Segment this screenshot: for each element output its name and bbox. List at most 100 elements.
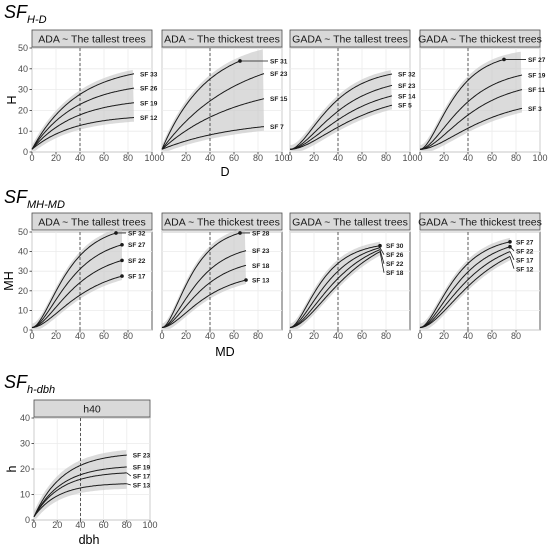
series-line: [419, 89, 523, 150]
facet-panel: ADA ~ The thickest trees SF 31 SF 23 SF 15 S…: [159, 29, 290, 163]
facet-strip-title: ADA ~ The thickest trees: [164, 217, 280, 229]
series-label: SF 31: [270, 58, 288, 65]
data-cloud-band: [420, 237, 510, 329]
data-cloud-band: [162, 49, 264, 152]
x-tick-label: 60: [357, 331, 367, 341]
series-line: [161, 250, 247, 328]
series-line: [419, 246, 511, 328]
x-tick-label: 40: [463, 153, 473, 163]
series-line: [289, 251, 381, 328]
series-line: [161, 279, 247, 328]
y-axis-title: h: [5, 465, 19, 472]
series-label: SF 12: [140, 115, 158, 122]
series-line: [161, 264, 247, 328]
x-tick-label: 0: [287, 331, 292, 341]
facet-strip-title: GADA ~ The thickest trees: [418, 34, 542, 46]
x-tick-label: 20: [51, 331, 61, 341]
x-tick-label: 20: [181, 153, 191, 163]
facet-strip-title: ADA ~ The tallest trees: [38, 34, 146, 46]
series-label: SF 27: [528, 57, 546, 64]
data-cloud-band: [32, 69, 134, 151]
section-title-subscript: MH-MD: [27, 199, 65, 211]
label-leader-line: [509, 251, 515, 260]
series-label: SF 23: [133, 453, 151, 460]
series-line: [289, 84, 393, 150]
series-line: [33, 472, 127, 517]
series-line: [31, 244, 123, 328]
facet-strip-title: GADA ~ The tallest trees: [292, 34, 408, 46]
section-title-subscript: h-dbh: [27, 384, 55, 396]
y-tick-label: 10: [18, 126, 28, 136]
series-line: [289, 95, 393, 150]
facet-strip-title: ADA ~ The thickest trees: [164, 34, 280, 46]
facet-strip-title: GADA ~ The thickest trees: [418, 217, 542, 229]
y-tick-label: 10: [18, 305, 28, 315]
x-tick-label: 60: [487, 331, 497, 341]
section-title: SFMH-MD: [4, 187, 65, 211]
facet-strip: [31, 29, 153, 48]
x-tick-label: 20: [309, 331, 319, 341]
y-tick-label: 10: [20, 490, 30, 500]
x-tick-label: 20: [181, 331, 191, 341]
series-line: [31, 87, 135, 150]
series-label: SF 19: [528, 73, 546, 80]
series-label: SF 19: [133, 464, 151, 471]
y-tick-label: 30: [18, 85, 28, 95]
series-label: SF 22: [128, 258, 146, 265]
label-leader-line: [379, 247, 385, 255]
y-tick-label: 50: [18, 43, 28, 53]
facet-strip: [161, 212, 283, 231]
y-axis-title: H: [5, 95, 19, 104]
series-end-marker: [120, 258, 124, 263]
x-tick-label: 20: [309, 153, 319, 163]
y-tick-label: 20: [18, 105, 28, 115]
series-line: [289, 245, 381, 328]
series-line: [31, 117, 135, 150]
series-label: SF 23: [270, 71, 288, 78]
facet-strip: [419, 212, 541, 231]
label-leader-line: [126, 472, 132, 477]
x-tick-label: 60: [487, 153, 497, 163]
x-tick-label: 80: [381, 153, 391, 163]
series-label: SF 12: [516, 266, 534, 273]
x-tick-label: 100: [274, 153, 289, 163]
facet-panel: GADA ~ The thickest trees SF 27 SF 22 SF 17…: [417, 212, 542, 341]
series-line: [161, 126, 265, 150]
series-line: [419, 241, 511, 328]
series-label: SF 7: [270, 124, 284, 131]
y-tick-label: 0: [23, 325, 28, 335]
y-tick-label: 40: [18, 64, 28, 74]
x-tick-label: 0: [29, 331, 34, 341]
series-end-marker: [378, 243, 382, 248]
series-label: SF 32: [128, 230, 146, 237]
y-tick-label: 50: [18, 227, 28, 237]
series-label: SF 11: [528, 87, 545, 94]
series-line: [161, 232, 241, 328]
x-tick-label: 60: [99, 520, 109, 530]
section-title-subscript: H-D: [27, 14, 47, 26]
series-line: [290, 104, 393, 150]
x-tick-label: 80: [253, 331, 263, 341]
data-cloud-band: [32, 227, 122, 329]
label-leader-line: [379, 249, 385, 264]
facet-strip: [289, 212, 411, 231]
series-label: SF 17: [128, 274, 146, 281]
series-line: [419, 256, 511, 328]
x-tick-label: 80: [381, 331, 391, 341]
y-tick-label: 20: [18, 286, 28, 296]
x-tick-label: 80: [511, 331, 521, 341]
y-tick-label: 40: [20, 413, 30, 423]
x-tick-label: 60: [99, 331, 109, 341]
series-line: [289, 247, 381, 328]
label-leader-line: [379, 251, 385, 273]
label-leader-line: [126, 483, 131, 486]
x-tick-label: 40: [205, 153, 215, 163]
series-label: SF 14: [398, 93, 416, 100]
facet-strip-title: ADA ~ The tallest trees: [38, 217, 146, 229]
section-title: SFH-D: [4, 2, 47, 26]
x-tick-label: 0: [159, 331, 164, 341]
x-axis-title: dbh: [79, 533, 100, 547]
facet-strip: [31, 212, 153, 231]
